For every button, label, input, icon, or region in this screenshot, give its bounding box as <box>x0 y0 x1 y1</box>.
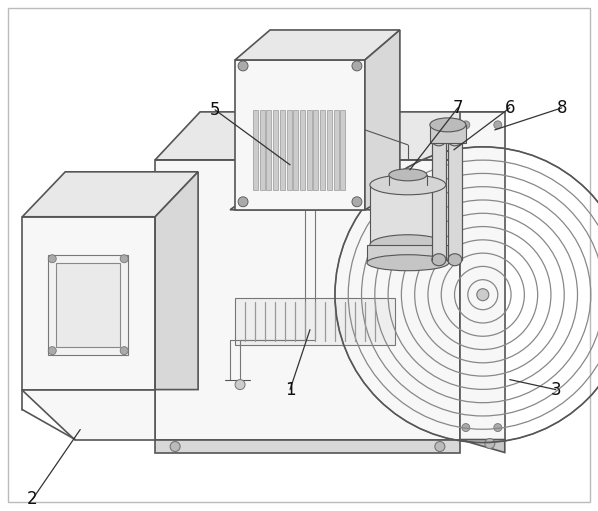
Bar <box>273 110 278 190</box>
Circle shape <box>485 438 495 449</box>
Circle shape <box>48 255 56 263</box>
Text: 8: 8 <box>557 99 567 117</box>
Polygon shape <box>155 160 460 439</box>
Bar <box>432 140 446 260</box>
Ellipse shape <box>430 118 466 132</box>
Circle shape <box>238 61 248 71</box>
Text: 6: 6 <box>505 99 515 117</box>
Bar <box>320 110 325 190</box>
Bar <box>260 110 265 190</box>
Circle shape <box>494 121 502 129</box>
Bar <box>235 298 395 344</box>
Polygon shape <box>22 217 155 389</box>
Circle shape <box>352 61 362 71</box>
Bar <box>267 110 271 190</box>
Bar <box>430 125 466 143</box>
Text: 2: 2 <box>27 491 38 508</box>
Bar <box>448 140 462 260</box>
Bar <box>253 110 258 190</box>
Ellipse shape <box>389 169 427 181</box>
Bar <box>56 263 120 346</box>
Circle shape <box>494 424 502 432</box>
Bar <box>327 110 332 190</box>
Ellipse shape <box>432 254 446 266</box>
Circle shape <box>238 197 248 207</box>
Ellipse shape <box>448 134 462 146</box>
Bar <box>340 110 345 190</box>
Circle shape <box>462 121 470 129</box>
Bar <box>300 110 305 190</box>
Circle shape <box>477 289 489 300</box>
Polygon shape <box>155 439 460 453</box>
Polygon shape <box>235 30 400 60</box>
Circle shape <box>235 380 245 389</box>
Circle shape <box>120 255 128 263</box>
Polygon shape <box>365 30 400 210</box>
Bar <box>307 110 312 190</box>
Polygon shape <box>460 439 505 453</box>
Text: 7: 7 <box>453 99 463 117</box>
Text: 1: 1 <box>285 381 295 399</box>
Bar <box>48 255 128 355</box>
Ellipse shape <box>370 235 446 255</box>
Circle shape <box>48 346 56 355</box>
Bar <box>370 185 446 245</box>
Ellipse shape <box>367 255 449 271</box>
Bar <box>280 110 285 190</box>
Bar <box>293 110 298 190</box>
Polygon shape <box>155 112 505 160</box>
Circle shape <box>120 346 128 355</box>
Polygon shape <box>460 112 505 439</box>
Polygon shape <box>22 172 198 217</box>
Bar <box>334 110 338 190</box>
Polygon shape <box>235 60 365 210</box>
Ellipse shape <box>448 254 462 266</box>
Ellipse shape <box>432 134 446 146</box>
Text: 5: 5 <box>210 101 220 119</box>
Polygon shape <box>155 172 198 389</box>
Circle shape <box>435 442 445 452</box>
Bar <box>367 245 449 263</box>
Polygon shape <box>22 389 155 439</box>
Polygon shape <box>230 185 405 210</box>
Circle shape <box>170 442 180 452</box>
Text: 3: 3 <box>550 381 561 399</box>
Ellipse shape <box>370 175 446 195</box>
Bar <box>286 110 292 190</box>
Circle shape <box>462 424 470 432</box>
Circle shape <box>352 197 362 207</box>
Bar <box>313 110 318 190</box>
